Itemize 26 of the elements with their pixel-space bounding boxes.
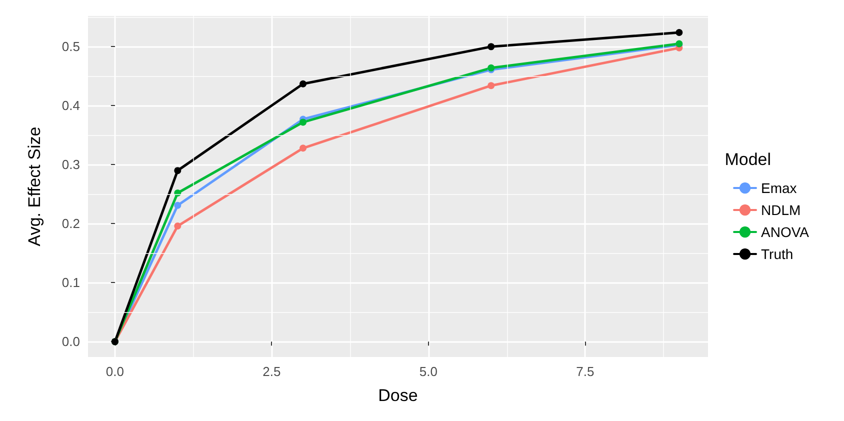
point [488, 43, 495, 50]
x-tick-label: 5.0 [419, 364, 438, 379]
point [300, 80, 307, 88]
point [488, 82, 495, 90]
legend-label: NDLM [761, 202, 801, 218]
x-axis-title: Dose [378, 386, 418, 405]
legend-label: Emax [761, 180, 797, 196]
point [300, 118, 307, 126]
y-axis-title: Avg. Effect Size [25, 126, 44, 246]
y-tick-label: 0.2 [62, 216, 80, 232]
point [174, 202, 182, 209]
y-tick-label: 0.0 [62, 334, 80, 350]
legend-label: ANOVA [761, 224, 810, 240]
y-tick-label: 0.1 [62, 275, 80, 290]
point [174, 222, 182, 230]
y-tick-label: 0.5 [62, 39, 80, 54]
legend-title: Model [724, 150, 772, 169]
x-tick-label: 0.0 [106, 364, 124, 379]
y-tick-label: 0.3 [62, 157, 80, 172]
x-tick-label: 7.5 [576, 364, 594, 379]
point [676, 29, 683, 36]
point [174, 167, 182, 174]
point [300, 144, 307, 152]
legend-label: Truth [761, 246, 794, 262]
x-tick-label: 2.5 [262, 364, 281, 379]
y-tick-label: 0.4 [62, 98, 80, 114]
